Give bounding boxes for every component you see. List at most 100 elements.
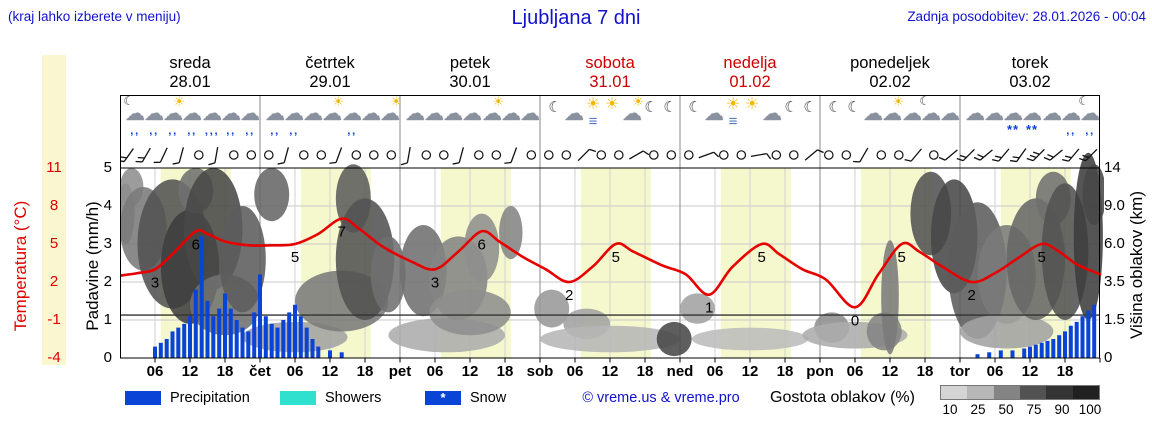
day-abbr-label: čet (249, 363, 271, 380)
time-tick-label: 12 (322, 363, 339, 380)
cloud-glyph: ☁ (863, 103, 883, 125)
sun-cloud-icon: ☀ ☁ (479, 95, 505, 143)
moon-cloud-rain-icon: ☾ ☁ ‚‚ (122, 95, 148, 143)
moon-glyph: ☾ (803, 99, 817, 116)
sun-glyph: ☀ (744, 96, 760, 113)
cloud-icon: ☁ (701, 97, 727, 143)
day-abbr-label: tor (950, 363, 970, 380)
gradient-segment (941, 386, 968, 399)
time-tick-label: 18 (777, 363, 794, 380)
day-date: 29.01 (309, 73, 351, 91)
time-tick-label: 18 (357, 363, 374, 380)
temp-value-label: 5 (898, 249, 906, 266)
day-header-nedelja: nedelja 01.02 (690, 54, 810, 92)
day-abbr-label: sob (527, 363, 554, 380)
density-tick: 90 (1054, 402, 1070, 417)
moon-glyph: ☾ (548, 99, 562, 116)
cloud-icon: ☁ (962, 97, 988, 143)
moon-glyph: ☾ (784, 99, 798, 116)
sun-glyph: ☀ (604, 96, 620, 113)
temp-tick: 11 (46, 159, 62, 176)
time-tick-label: 06 (427, 363, 444, 380)
day-abbr-label: ned (667, 363, 694, 380)
time-tick-label: 18 (217, 363, 234, 380)
cloud-glyph: ☁ (424, 103, 444, 125)
rain-glyph: ‚‚ (245, 123, 255, 137)
cloud-icon: ☁ (358, 97, 384, 143)
cloud-glyph: ☁ (202, 103, 222, 125)
moon-glyph: ☾ (644, 99, 658, 116)
sun-glyph: ☀ (332, 94, 345, 109)
time-tick-label: 06 (707, 363, 724, 380)
cloud-glyph: ☁ (564, 103, 584, 125)
temp-value-label: 1 (705, 300, 713, 317)
sun-glyph: ☀ (892, 94, 905, 109)
cloud-icon: ☁ (459, 97, 485, 143)
cloud-glyph: ☁ (1022, 103, 1042, 125)
cloud-icon: ☁ (860, 97, 886, 143)
day-name: torek (1011, 54, 1049, 72)
cloud-glyph: ☁ (380, 103, 400, 125)
height-tick: 14 (1104, 159, 1121, 176)
time-tick-label: 12 (182, 363, 199, 380)
temp-value-label: 5 (1038, 249, 1046, 266)
temp-value-label: 2 (968, 287, 976, 304)
rain-glyph: ‚‚ (168, 123, 178, 137)
gradient-segment (1046, 386, 1073, 399)
precipitation-swatch (125, 391, 161, 405)
sun-icon: ☀ (739, 97, 765, 143)
precip-tick: 3 (103, 235, 112, 252)
rain-glyph: ‚‚ (187, 123, 197, 137)
cloud-icon: ☁ (440, 97, 466, 143)
snow-star-icon: * (440, 390, 446, 405)
sun-cloud-icon: ☀ ☁ (879, 94, 905, 143)
day-name: četrtek (305, 54, 355, 72)
day-header-sreda: sreda 28.01 (130, 54, 250, 92)
rain-glyph: ‚‚‚ (204, 123, 220, 137)
temperature-axis-title: Temperatura (°C) (11, 200, 30, 332)
moon-icon: ☾ (542, 97, 568, 143)
time-tick-label: 18 (637, 363, 654, 380)
temp-value-label: 7 (338, 224, 346, 241)
cloud-glyph: ☁ (265, 103, 285, 125)
day-date: 01.02 (729, 73, 771, 91)
sun-cloud-icon: ☀ ☁ (377, 94, 403, 143)
moon-icon: ☾ (778, 97, 804, 143)
copyright-link[interactable]: © vreme.us & vreme.pro (582, 390, 740, 406)
cloud-glyph: ☁ (1003, 103, 1023, 125)
density-tick: 10 (942, 402, 958, 417)
density-tick: 25 (970, 402, 986, 417)
sun-cloud-icon: ☀ ☁ (319, 94, 345, 143)
cloud-glyph: ☁ (762, 103, 782, 125)
cloud-glyph: ☁ (462, 103, 482, 125)
cloud-glyph: ☁ (240, 103, 260, 125)
rain-icon: ☁ ‚‚ (1058, 97, 1084, 143)
day-abbr-label: pon (806, 363, 834, 380)
cloud-glyph: ☁ (482, 103, 502, 125)
temp-tick: 8 (49, 197, 59, 214)
rain-glyph: ‚‚ (130, 123, 140, 137)
moon-glyph: ☾ (847, 99, 861, 116)
temp-value-label: 3 (431, 274, 439, 291)
height-tick: 3.5 (1104, 273, 1125, 290)
moon-cloud-rain-icon: ☾ ☁ ‚‚ (1077, 95, 1103, 143)
day-date: 28.01 (169, 73, 211, 91)
day-name: petek (449, 54, 491, 72)
temp-value-label: 5 (612, 249, 620, 266)
cloud-icon: ☁ (300, 97, 326, 143)
cloud-icon: ☁ (498, 97, 524, 143)
day-header-ponedeljek: ponedeljek 02.02 (830, 54, 950, 92)
temp-value-label: 3 (151, 274, 159, 291)
rain-icon: ☁ ‚‚ (179, 97, 205, 143)
cloud-icon: ☁ (561, 97, 587, 143)
rain-glyph: ‚‚ (226, 123, 236, 137)
sun-glyph: ☀ (390, 94, 403, 109)
temp-value-label: 5 (758, 249, 766, 266)
moon-glyph: ☾ (663, 99, 677, 116)
sun-glyph: ☀ (725, 96, 741, 113)
snow-legend-label: Snow (470, 390, 507, 406)
rain-icon: ☁ ‚‚ (141, 97, 167, 143)
cloud-glyph: ☁ (1042, 103, 1062, 125)
time-tick-label: 18 (1057, 363, 1074, 380)
day-date: 03.02 (1009, 73, 1051, 91)
